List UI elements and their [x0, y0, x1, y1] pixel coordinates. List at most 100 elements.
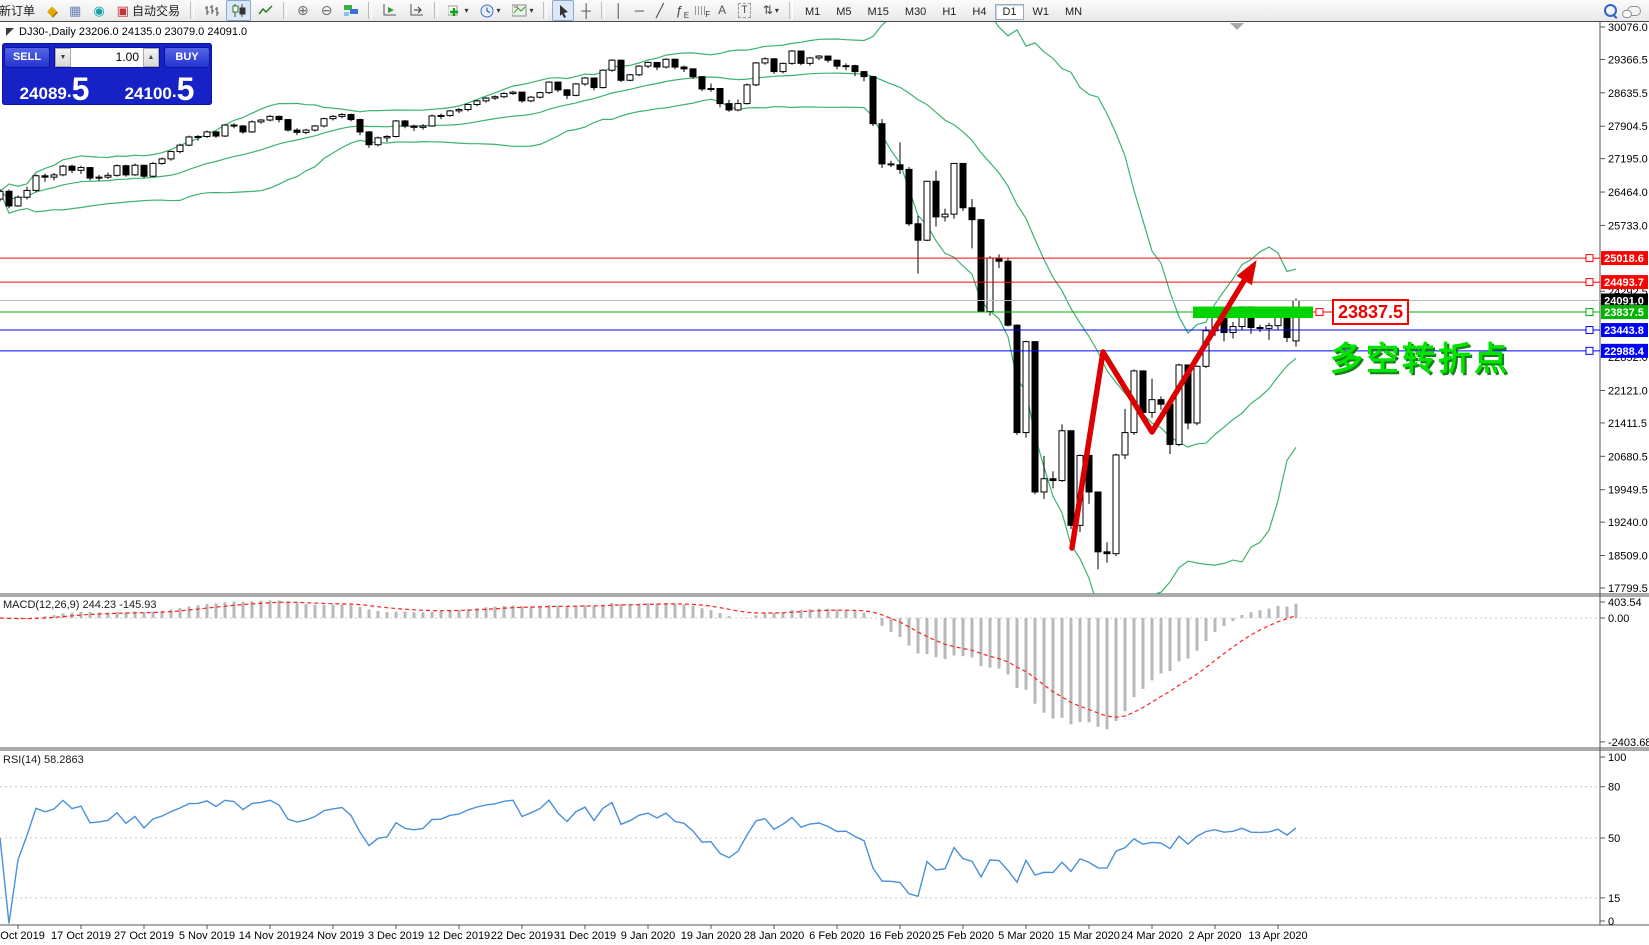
timeframe-button-H4[interactable]: H4: [972, 5, 987, 18]
periods-button[interactable]: ▾: [475, 0, 505, 21]
hline-handle[interactable]: [1585, 326, 1594, 335]
hline-handle[interactable]: [1585, 254, 1594, 263]
timeframe-button-H1[interactable]: H1: [942, 5, 957, 18]
svg-text:22988.4: 22988.4: [1604, 346, 1645, 358]
candlestick-chart-icon: [232, 4, 246, 17]
volume-input[interactable]: 1.00: [115, 50, 139, 64]
vertical-line-button[interactable]: │: [610, 0, 628, 21]
volume-control: ▼ 1.00 ▲: [54, 46, 160, 68]
volume-decrease-button[interactable]: ▼: [55, 47, 71, 67]
price-tick-label: 28635.5: [1608, 88, 1648, 100]
signals-icon: ◉: [93, 3, 105, 18]
price-tick-label: 30076.0: [1608, 22, 1648, 34]
zoom-in-button[interactable]: ⊕: [292, 0, 314, 21]
candles: [0, 50, 1300, 570]
options-button[interactable]: ▦: [64, 0, 86, 21]
vertical-line-icon: │: [614, 3, 623, 18]
chart-shift-icon: [410, 4, 424, 16]
timeframe-toolbar: M1 M5 M15 M30 H1 H4 D1 W1 MN: [797, 3, 1090, 20]
price-tick-label: 25733.0: [1608, 220, 1648, 232]
price-annotation-label[interactable]: 23837.5: [1332, 299, 1410, 325]
trendline-icon: ╱: [656, 3, 664, 18]
timeframe-button-M1[interactable]: M1: [804, 5, 821, 18]
macd-label: MACD(12,26,9) 244.23 -145.93: [3, 599, 157, 611]
search-icon[interactable]: [1604, 4, 1617, 17]
new-order-button[interactable]: 新订单: [0, 4, 36, 18]
one-click-toggle-icon[interactable]: [6, 28, 14, 36]
trend-arrow-annotation[interactable]: [1069, 260, 1257, 551]
price-tick-label: 29366.5: [1608, 54, 1648, 66]
macd-tick-label: 403.54: [1608, 597, 1642, 609]
autotrading-button[interactable]: ▣ 自动交易: [112, 0, 185, 21]
hline-handle[interactable]: [1585, 346, 1594, 355]
date-tick-label: 24 Nov 2019: [302, 930, 364, 942]
cursor-button[interactable]: [552, 0, 575, 21]
price-badge-23837.5: 23837.5: [1601, 305, 1648, 320]
sell-button[interactable]: SELL: [4, 46, 50, 68]
cn-annotation-text[interactable]: 多空转折点: [1330, 339, 1510, 378]
zoom-out-button[interactable]: ⊖: [316, 0, 338, 21]
arrows-button[interactable]: ⇅ ▾: [758, 0, 784, 21]
label-anchor-handle[interactable]: [1315, 308, 1324, 317]
crosshair-icon: ┼: [581, 3, 591, 18]
crosshair-button[interactable]: ┼: [576, 0, 595, 21]
date-tick-label: 17 Oct 2019: [51, 930, 111, 942]
buy-button[interactable]: BUY: [164, 46, 210, 68]
timeframe-button-M5[interactable]: M5: [836, 5, 852, 18]
rsi-line: [0, 799, 1297, 924]
tile-windows-button[interactable]: [339, 0, 363, 21]
date-tick-label: 16 Feb 2020: [869, 930, 931, 942]
signals-button[interactable]: ◉: [88, 0, 109, 21]
fibonacci-fan-button[interactable]: F: [690, 0, 711, 21]
hline-handle[interactable]: [1585, 278, 1594, 287]
zoom-in-icon: ⊕: [296, 2, 309, 18]
bar-chart-icon: [204, 5, 219, 16]
timeframe-button-W1[interactable]: W1: [1032, 5, 1050, 18]
bar-chart-button[interactable]: [199, 0, 224, 21]
horizontal-line-button[interactable]: ─: [630, 0, 649, 21]
price-badge-25018.6: 25018.6: [1601, 251, 1648, 266]
rsi-tick-label: 50: [1608, 833, 1620, 845]
timeframe-button-M15[interactable]: M15: [867, 5, 889, 18]
metaeditor-icon: ◆: [47, 3, 58, 18]
auto-scroll-button[interactable]: [377, 0, 402, 21]
rsi-tick-label: 15: [1608, 893, 1620, 905]
date-tick-label: 15 Mar 2020: [1058, 930, 1120, 942]
price-badge-22988.4: 22988.4: [1601, 343, 1648, 358]
chart-shift-button[interactable]: [404, 0, 429, 21]
price-tick-label: 21411.5: [1608, 418, 1647, 430]
horizontal-line-icon: ─: [634, 3, 645, 18]
highlight-bar-annotation[interactable]: [1193, 306, 1313, 319]
hline-handle[interactable]: [1585, 308, 1594, 317]
svg-text:24091.0: 24091.0: [1604, 295, 1644, 307]
timeframe-button-D1[interactable]: D1: [995, 3, 1024, 20]
price-tick-label: 17799.5: [1608, 583, 1648, 595]
autotrading-label: 自动交易: [131, 4, 180, 18]
date-tick-label: 25 Feb 2020: [932, 930, 994, 942]
line-chart-button[interactable]: [253, 0, 278, 21]
chat-icon[interactable]: [1622, 5, 1641, 18]
date-tick-label: 12 Dec 2019: [428, 930, 490, 942]
text-label-button[interactable]: T: [733, 0, 756, 21]
timeframe-button-MN[interactable]: MN: [1065, 5, 1083, 18]
price-tick-label: 19949.5: [1608, 485, 1648, 497]
indicators-caret-icon: ▾: [464, 6, 469, 15]
buy-price: 24100. 5: [124, 71, 195, 107]
candlestick-chart-button[interactable]: [225, 0, 251, 21]
date-tick-label: 6 Feb 2020: [809, 930, 865, 942]
text-button[interactable]: A: [713, 0, 731, 21]
timeframe-button-M30[interactable]: M30: [904, 5, 927, 18]
toolbar-separator: [543, 2, 548, 19]
arrows-caret-icon: ▾: [774, 6, 779, 15]
chart-shift-marker[interactable]: [1230, 23, 1244, 30]
volume-increase-button[interactable]: ▲: [143, 47, 159, 67]
metaeditor-button[interactable]: ◆: [42, 0, 62, 21]
date-tick-label: 31 Dec 2019: [554, 930, 616, 942]
chart-title-row: DJ30-,Daily 23206.0 24135.0 23079.0 2409…: [6, 26, 247, 38]
fibonacci-fan-icon: F: [695, 6, 710, 19]
templates-button[interactable]: ▾: [507, 0, 538, 21]
templates-caret-icon: ▾: [529, 6, 534, 15]
trendline-button[interactable]: ╱: [651, 0, 669, 21]
indicators-button[interactable]: ▾: [443, 0, 473, 21]
